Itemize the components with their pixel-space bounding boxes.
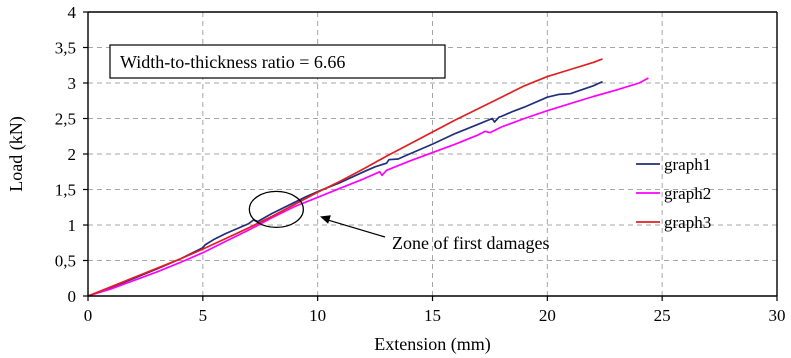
x-tick-label: 20 [539, 306, 556, 325]
damage-zone-ellipse [248, 190, 304, 229]
legend: graph1 graph2 graph3 [636, 155, 711, 232]
series-line-graph1 [87, 80, 603, 297]
y-tick-label: 3,5 [55, 39, 76, 58]
series-line-graph3 [87, 58, 603, 297]
y-axis-title: Load (kN) [6, 116, 27, 191]
series-layer [87, 58, 649, 297]
ratio-box-text: Width-to-thickness ratio = 6.66 [120, 52, 345, 72]
ratio-text-box: Width-to-thickness ratio = 6.66 [109, 44, 446, 79]
y-tick-label: 1 [68, 216, 77, 235]
x-tick-label: 10 [309, 306, 326, 325]
x-tick-label: 15 [424, 306, 441, 325]
tick-marks [83, 11, 778, 301]
y-tick-label: 2 [68, 145, 77, 164]
legend-label-graph3: graph3 [664, 213, 711, 232]
x-axis-title: Extension (mm) [374, 334, 490, 355]
tick-labels: 0 0,5 1 1,5 2 2,5 3 3,5 4 0 5 10 15 20 25 30 [55, 3, 786, 325]
y-tick-label: 4 [68, 3, 77, 22]
x-tick-label: 25 [654, 306, 671, 325]
legend-label-graph1: graph1 [664, 155, 711, 174]
ratio-box-frame [109, 44, 446, 79]
y-tick-label: 1,5 [55, 181, 76, 200]
y-tick-label: 0,5 [55, 252, 76, 271]
y-tick-label: 2,5 [55, 110, 76, 129]
x-tick-label: 5 [199, 306, 208, 325]
x-tick-label: 30 [769, 306, 786, 325]
x-tick-label: 0 [84, 306, 93, 325]
y-tick-label: 3 [68, 74, 77, 93]
annotation-text: Zone of first damages [392, 233, 549, 253]
y-tick-label: 0 [68, 287, 77, 306]
annotation-arrow [325, 218, 386, 238]
legend-label-graph2: graph2 [664, 184, 711, 203]
annotation-arrowhead [319, 215, 331, 224]
damage-annotation: Zone of first damages [248, 190, 549, 253]
series-line-graph2 [87, 77, 649, 297]
